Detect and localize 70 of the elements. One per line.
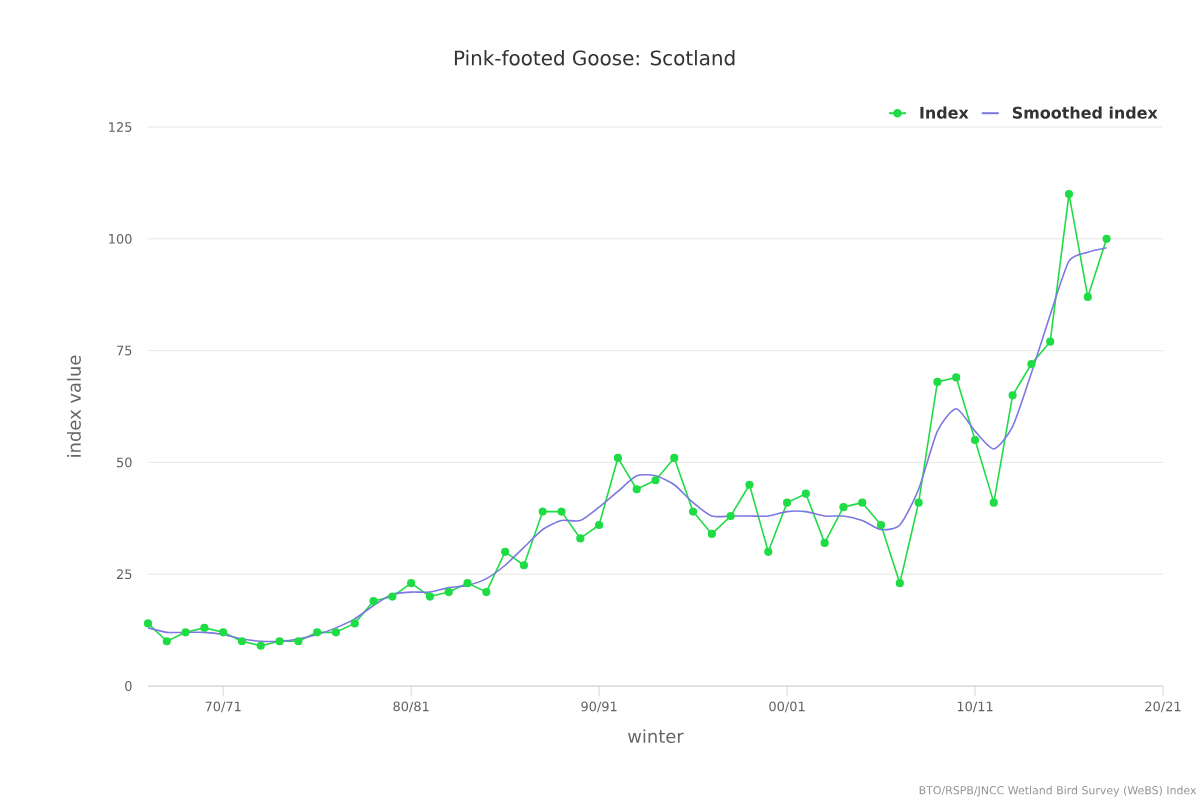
- point: [331, 628, 341, 637]
- point: [369, 596, 378, 606]
- y-tick-label: 125: [109, 122, 132, 132]
- point: [294, 637, 303, 646]
- point: [801, 489, 810, 498]
- point: [350, 619, 359, 628]
- point: [858, 498, 867, 507]
- point: [1046, 337, 1055, 346]
- point: [595, 520, 604, 530]
- point: [1027, 359, 1036, 369]
- chart-title: Pink-footed Goose: Scotland: [454, 50, 735, 66]
- point: [745, 480, 754, 489]
- point: [613, 453, 622, 463]
- y-axis-title: index value: [67, 355, 81, 457]
- point: [764, 547, 773, 556]
- point: [425, 592, 435, 601]
- point: [162, 637, 171, 646]
- x-tick-label: 80/81: [393, 701, 429, 713]
- point: [914, 498, 923, 507]
- x-axis-title: winter: [628, 729, 684, 744]
- point: [933, 377, 942, 386]
- point: [388, 592, 397, 601]
- legend-label: Index: [920, 106, 969, 119]
- y-tick-label: 0: [125, 681, 132, 691]
- y-tick-label: 25: [116, 569, 132, 580]
- y-tick-label: 75: [117, 345, 132, 356]
- point: [482, 588, 491, 597]
- point: [989, 498, 998, 507]
- point: [632, 485, 641, 494]
- point: [463, 579, 472, 588]
- x-tick-label: 10/11: [957, 701, 993, 713]
- point: [313, 628, 322, 637]
- point: [219, 628, 228, 637]
- point: [519, 561, 528, 570]
- point: [876, 520, 886, 530]
- point: [820, 538, 829, 547]
- point: [576, 534, 585, 543]
- point: [407, 579, 416, 588]
- point: [200, 623, 209, 632]
- point: [1008, 391, 1017, 400]
- point: [444, 588, 453, 597]
- y-tick-label: 100: [109, 233, 132, 244]
- point: [1064, 189, 1074, 199]
- legend-label: Smoothed index: [1012, 106, 1158, 119]
- point: [557, 507, 566, 516]
- point: [952, 373, 961, 382]
- y-tick-label: 50: [117, 457, 132, 468]
- point: [782, 498, 792, 507]
- point: [726, 511, 735, 521]
- point: [237, 637, 247, 646]
- point: [1102, 234, 1111, 243]
- x-tick-label: 20/21: [1145, 701, 1181, 713]
- point: [688, 507, 698, 516]
- point: [970, 435, 980, 445]
- point: [895, 579, 904, 588]
- point: [275, 637, 284, 646]
- text: BTO/RSPB/JNCC Wetland Bird Survey (WeBS) Index: [919, 785, 1197, 797]
- point: [670, 453, 679, 463]
- point: [707, 529, 716, 539]
- point: [651, 476, 660, 485]
- point: [501, 547, 510, 556]
- point: [1083, 292, 1092, 302]
- x-tick-label: 00/01: [769, 701, 805, 713]
- x-tick-label: 70/71: [205, 701, 241, 713]
- x-tick-label: 90/91: [581, 701, 617, 713]
- point: [839, 503, 848, 512]
- point: [538, 507, 547, 516]
- point: [256, 641, 265, 650]
- point: [181, 628, 190, 637]
- point: [143, 619, 153, 628]
